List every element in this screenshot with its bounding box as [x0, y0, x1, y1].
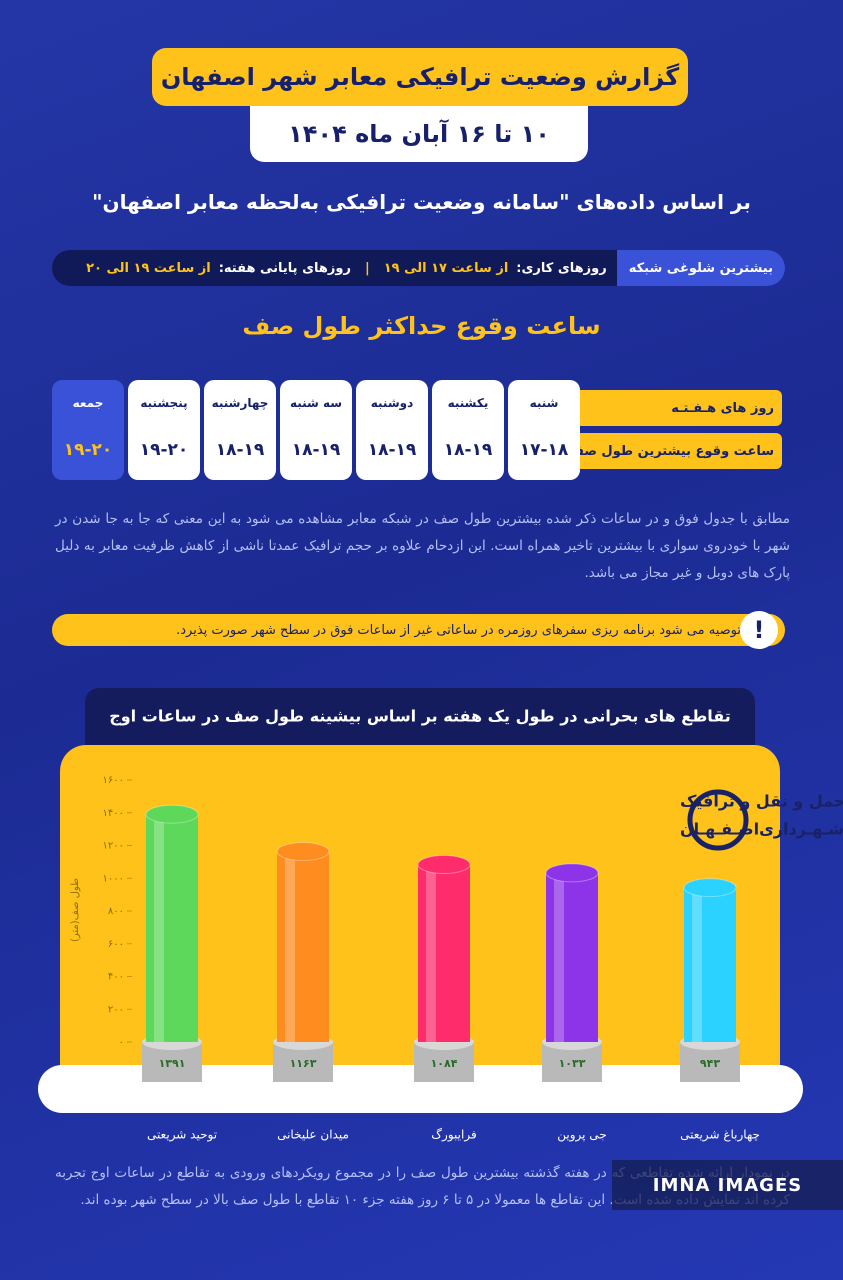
weekend-hours: از ساعت ۱۹ الی ۲۰ [86, 260, 211, 276]
bar-cap [417, 854, 471, 874]
bar-cap [276, 842, 330, 862]
day-column [432, 380, 504, 480]
y-tick-label: ۰ [119, 1037, 124, 1048]
y-tick-label: ۲۰۰ [108, 1004, 124, 1015]
day-column [508, 380, 580, 480]
bar-highlight [426, 864, 436, 1042]
bar-cap [683, 878, 737, 898]
x-tick-label: فرایبورگ [431, 1128, 476, 1143]
day-column [128, 380, 200, 480]
y-tick-label: ۶۰۰ [108, 939, 124, 950]
hour-range: ۱۸-۱۹ [291, 440, 341, 460]
value-label: ۱۰۳۳ [559, 1057, 586, 1070]
date: ۱۰ تا ۱۶ آبان ماه ۱۴۰۴ [250, 106, 588, 162]
weekend-label: روزهای پایانی هفته: [218, 260, 351, 276]
day-column [52, 380, 124, 480]
logo-icon [687, 789, 749, 851]
hour-range: ۱۸-۱۹ [443, 440, 493, 460]
hour-range: ۱۸-۱۹ [367, 440, 417, 460]
y-axis-label: طول صف(متر) [70, 878, 81, 942]
y-tick-label: ۱۰۰۰ [103, 873, 124, 884]
chart-base [38, 1065, 803, 1113]
x-tick-label: چهارباغ شریعتی [680, 1128, 760, 1143]
day-name: سه شنبه [289, 396, 343, 410]
peak-bar: بیشترین شلوغی شبکه روزهای کاری: از ساعت … [52, 250, 785, 286]
warning-icon: ! [740, 611, 778, 649]
day-column [280, 380, 352, 480]
logo-line2: شـهـرداری‌اصـفـهـان [680, 820, 843, 839]
value-label: ۱۳۹۱ [159, 1057, 186, 1070]
x-tick-label: میدان علیخانی [277, 1128, 349, 1142]
x-tick-label: توحید شریعتی [147, 1128, 217, 1143]
day-name: چهارشنبه [211, 396, 269, 410]
weekdays-label: روزهای کاری: [516, 260, 607, 276]
peak-label: بیشترین شلوغی شبکه [616, 250, 785, 286]
day-name: شنبه [529, 396, 559, 410]
hour-range: ۱۸-۱۹ [215, 440, 265, 460]
value-label: ۱۰۸۴ [431, 1057, 458, 1070]
value-label: ۱۱۶۳ [290, 1057, 317, 1070]
bar-highlight [554, 872, 564, 1042]
chart-title-tab [85, 688, 755, 758]
logo-line1: معاونت حمل و نقل و ترافیک [680, 792, 843, 811]
bar [146, 814, 198, 1042]
day-name: پنجشنبه [140, 396, 188, 410]
chart-title: تقاطع های بحرانی در طول یک هفته بر اساس … [109, 707, 731, 726]
day-name: دوشنبه [370, 396, 414, 410]
weekdays-hours: از ساعت ۱۷ الی ۱۹ [383, 260, 509, 276]
hour-range: ۱۹-۲۰ [63, 440, 113, 460]
note: مطابق با جدول فوق و در ساعات ذکر شده بیش… [55, 511, 790, 581]
day-column [356, 380, 428, 480]
y-tick-label: ۴۰۰ [108, 972, 124, 983]
bar-highlight [154, 814, 164, 1042]
bar-highlight [285, 851, 295, 1042]
day-name: جمعه [72, 396, 104, 410]
x-tick-label: جی پروین [557, 1128, 606, 1143]
value-label: ۹۴۳ [700, 1057, 720, 1070]
row-header: ساعت وقوع بیشترین طول صف [560, 433, 782, 469]
warning: توصیه می شود برنامه ریزی سفرهای روزمره د… [52, 614, 785, 646]
row-header: روز های هـفـتـه [560, 390, 782, 426]
bar [418, 864, 470, 1042]
bar [684, 887, 736, 1042]
hour-range: ۱۷-۱۸ [519, 440, 569, 460]
chart: تقاطع های بحرانی در طول یک هفته بر اساس … [38, 688, 843, 1143]
y-tick-label: ۱۴۰۰ [103, 808, 124, 819]
bar-cap [545, 863, 599, 883]
watermark: IMNA IMAGES [612, 1160, 843, 1210]
table-title: ساعت وقوع حداکثر طول صف [242, 312, 601, 340]
bar-highlight [692, 887, 702, 1042]
y-tick-label: ۱۲۰۰ [103, 841, 124, 852]
bar-cap [145, 804, 199, 824]
y-tick-label: ۸۰۰ [108, 906, 124, 917]
y-tick-label: ۱۶۰۰ [103, 775, 124, 786]
source: بر اساس داده‌های "سامانه وضعیت ترافیکی ب… [92, 190, 751, 214]
day-name: یکشنبه [447, 396, 489, 410]
bar [546, 872, 598, 1042]
title: گزارش وضعیت ترافیکی معابر شهر اصفهان [152, 48, 688, 106]
day-column [204, 380, 276, 480]
bar [277, 851, 329, 1042]
hour-range: ۱۹-۲۰ [139, 440, 189, 460]
